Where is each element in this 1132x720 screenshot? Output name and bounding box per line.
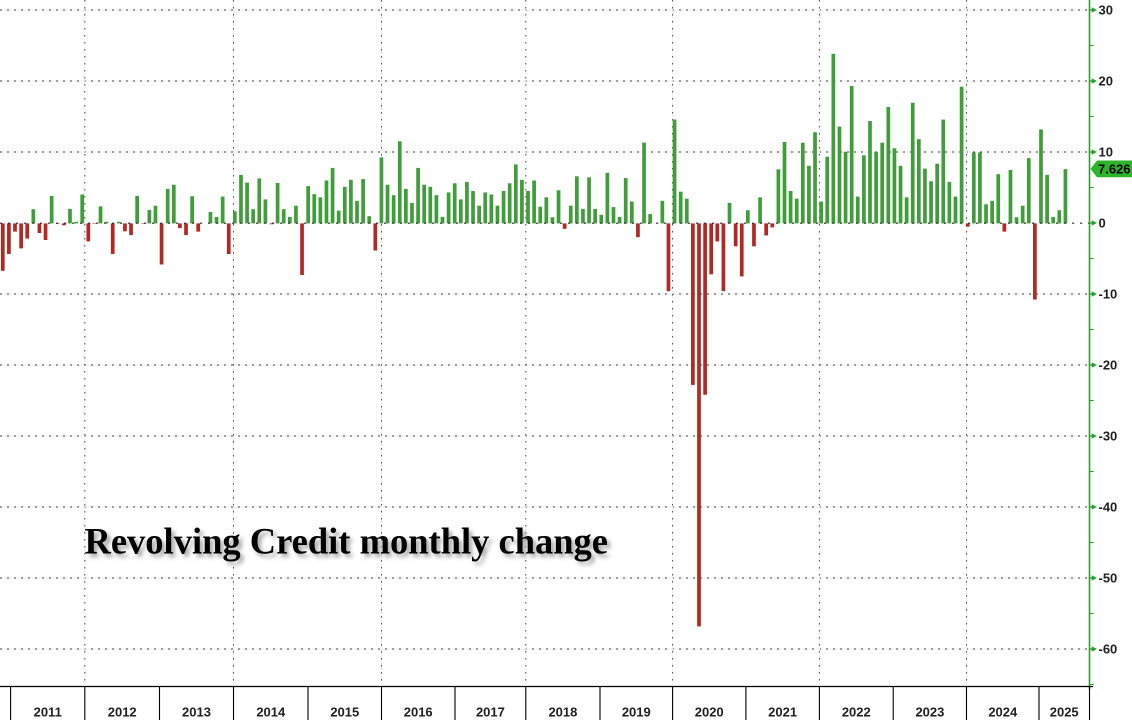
svg-text:2014: 2014 <box>256 705 286 720</box>
svg-text:-60: -60 <box>1099 642 1118 657</box>
svg-text:2020: 2020 <box>695 705 724 720</box>
svg-text:2023: 2023 <box>915 705 944 720</box>
svg-text:2011: 2011 <box>34 705 62 720</box>
svg-text:-10: -10 <box>1099 287 1118 302</box>
svg-text:Revolving Credit monthly chang: Revolving Credit monthly change <box>88 524 612 565</box>
svg-text:0: 0 <box>1099 216 1106 231</box>
svg-text:2018: 2018 <box>548 705 577 720</box>
svg-text:-30: -30 <box>1099 429 1118 444</box>
svg-text:-50: -50 <box>1099 571 1118 586</box>
svg-text:2022: 2022 <box>842 705 871 720</box>
svg-text:-40: -40 <box>1099 500 1118 515</box>
svg-text:2012: 2012 <box>108 705 137 720</box>
svg-text:20: 20 <box>1099 74 1113 89</box>
svg-text:30: 30 <box>1099 3 1113 18</box>
svg-text:2016: 2016 <box>404 705 433 720</box>
svg-text:-20: -20 <box>1099 358 1118 373</box>
svg-text:Revolving Credit monthly chang: Revolving Credit monthly change <box>85 521 609 562</box>
svg-text:2021: 2021 <box>768 705 797 720</box>
svg-text:2019: 2019 <box>622 705 651 720</box>
svg-text:2025: 2025 <box>1050 705 1079 720</box>
svg-text:2017: 2017 <box>476 705 505 720</box>
svg-text:10: 10 <box>1099 145 1113 160</box>
svg-text:2024: 2024 <box>988 705 1018 720</box>
svg-text:2015: 2015 <box>330 705 359 720</box>
svg-text:2013: 2013 <box>182 705 211 720</box>
svg-text:7.626: 7.626 <box>1098 162 1131 177</box>
